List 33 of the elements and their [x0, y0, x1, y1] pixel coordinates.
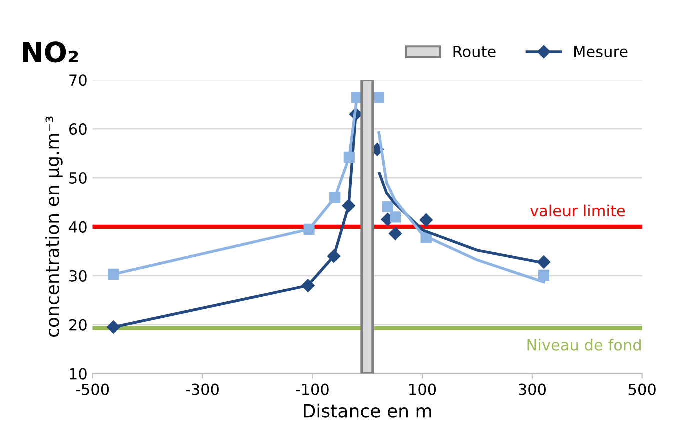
- x-tick-label: 500: [628, 384, 656, 396]
- y-tick-label: 70: [70, 74, 87, 86]
- x-tick-label: -100: [296, 384, 329, 396]
- point: [330, 192, 341, 204]
- point: [302, 279, 315, 292]
- legend-label: Route: [454, 46, 496, 58]
- point: [327, 250, 341, 263]
- point: [420, 214, 433, 227]
- ref-line-label: Niveau de fond: [528, 339, 641, 351]
- point: [342, 199, 356, 212]
- x-tick-label: 100: [410, 384, 436, 396]
- point: [390, 212, 402, 223]
- legend-label: Mesure: [574, 46, 628, 58]
- x-tick-label: -300: [186, 384, 219, 396]
- point: [388, 227, 402, 240]
- point: [108, 268, 120, 280]
- x-axis-title: Distance en m: [304, 404, 432, 418]
- point: [382, 201, 394, 212]
- y-axis-title: concentration en µg.m⁻³: [45, 116, 63, 338]
- y-tick-label: 50: [70, 172, 87, 184]
- point: [538, 270, 550, 281]
- y-tick-label: 30: [70, 270, 87, 282]
- y-tick-label: 40: [69, 221, 87, 233]
- point: [107, 320, 120, 334]
- point: [304, 224, 315, 235]
- ref-line-label: valeur limite: [530, 204, 626, 217]
- y-tick-label: 60: [70, 124, 87, 136]
- point: [344, 152, 355, 163]
- x-tick-label: -500: [76, 384, 110, 396]
- y-tick-label: 10: [70, 368, 87, 380]
- x-tick-label: 300: [519, 384, 546, 396]
- y-tick-label: 20: [70, 319, 87, 331]
- chart-title: NO₂: [23, 42, 78, 63]
